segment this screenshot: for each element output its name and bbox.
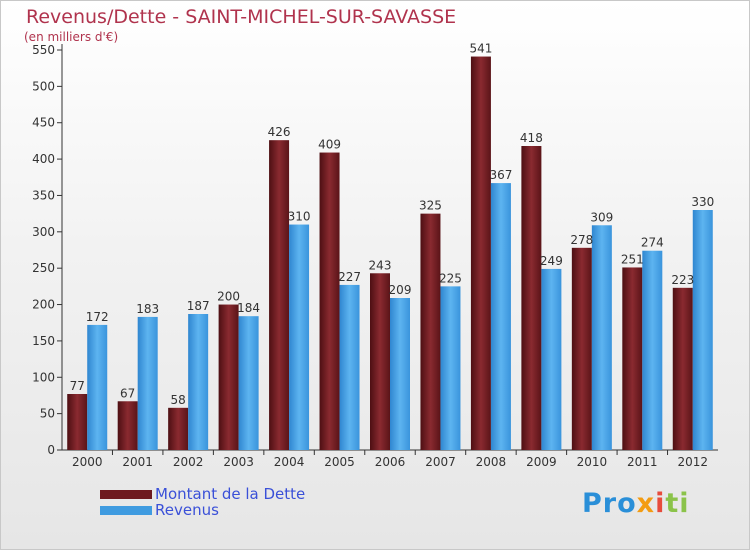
data-label-revenus: 367	[489, 168, 512, 182]
bar-revenus	[692, 210, 713, 450]
data-label-dette: 409	[318, 138, 341, 152]
data-label-revenus: 310	[288, 210, 311, 224]
logo-part-4: ti	[665, 488, 690, 519]
x-tick-label: 2007	[425, 455, 456, 469]
bar-dette	[420, 213, 441, 450]
data-label-revenus: 225	[439, 271, 462, 285]
bar-dette	[67, 394, 88, 450]
data-label-revenus: 183	[136, 302, 159, 316]
legend-label-dette: Montant de la Dette	[155, 485, 306, 503]
bar-dette	[117, 401, 138, 450]
x-tick-label: 2006	[375, 455, 406, 469]
x-tick-label: 2002	[173, 455, 204, 469]
data-label-revenus: 309	[590, 210, 613, 224]
data-label-revenus: 172	[86, 310, 109, 324]
x-tick-label: 2001	[122, 455, 153, 469]
data-label-revenus: 187	[187, 299, 210, 313]
data-label-dette: 278	[570, 233, 593, 247]
bar-revenus	[390, 298, 410, 450]
bar-dette	[521, 146, 542, 450]
data-label-dette: 418	[520, 131, 543, 145]
y-tick-label: 350	[32, 188, 55, 202]
y-tick-label: 300	[32, 225, 55, 239]
bar-revenus	[541, 268, 562, 450]
chart-bars	[67, 56, 713, 450]
data-label-revenus: 330	[691, 195, 714, 209]
x-tick-label: 2012	[677, 455, 708, 469]
bar-revenus	[339, 284, 360, 450]
bar-dette	[571, 247, 592, 450]
chart-subtitle: (en milliers d'€)	[24, 30, 119, 44]
bar-revenus	[137, 316, 158, 450]
bar-revenus	[289, 224, 310, 450]
bar-dette	[319, 152, 340, 450]
data-label-revenus: 249	[540, 254, 563, 268]
bar-dette	[672, 287, 693, 450]
y-tick-label: 0	[47, 443, 55, 457]
x-tick-label: 2011	[627, 455, 658, 469]
bar-revenus	[440, 286, 461, 450]
data-label-revenus: 227	[338, 270, 361, 284]
data-label-dette: 325	[419, 199, 442, 213]
bar-revenus	[238, 316, 259, 450]
data-label-dette: 200	[217, 290, 240, 304]
y-tick-label: 450	[32, 116, 55, 130]
bar-dette	[168, 407, 189, 450]
chart-title: Revenus/Dette - SAINT-MICHEL-SUR-SAVASSE	[26, 6, 457, 28]
bar-dette	[622, 267, 643, 450]
bar-revenus	[642, 250, 663, 450]
x-tick-label: 2003	[223, 455, 254, 469]
y-tick-label: 500	[32, 79, 55, 93]
data-label-revenus: 184	[237, 301, 260, 315]
data-label-dette: 426	[268, 125, 291, 139]
logo-part-1: Pro	[582, 488, 637, 519]
data-label-revenus: 209	[389, 283, 412, 297]
y-tick-label: 250	[32, 261, 55, 275]
y-tick-label: 400	[32, 152, 55, 166]
data-label-dette: 243	[369, 258, 392, 272]
x-tick-label: 2010	[577, 455, 608, 469]
proxiti-logo: Proxiti	[582, 488, 690, 519]
logo-part-3: i	[655, 488, 666, 519]
x-tick-label: 2005	[324, 455, 355, 469]
data-label-dette: 541	[469, 42, 492, 56]
bar-dette	[470, 56, 491, 450]
bar-revenus	[490, 183, 511, 450]
y-tick-label: 550	[32, 43, 55, 57]
legend-label-revenus: Revenus	[155, 501, 219, 519]
y-tick-label: 200	[32, 298, 55, 312]
x-tick-label: 2000	[72, 455, 103, 469]
x-tick-label: 2008	[476, 455, 507, 469]
chart-axes: 0 50 100 150 200 250 300 350 400 450 500 550 2000 200…	[32, 43, 718, 469]
x-tick-label: 2009	[526, 455, 557, 469]
y-tick-label: 50	[40, 407, 55, 421]
bar-revenus	[87, 324, 108, 450]
data-label-dette: 58	[171, 393, 186, 407]
legend-swatch-dette	[100, 490, 152, 499]
y-tick-label: 150	[32, 334, 55, 348]
legend-swatch-revenus	[100, 506, 152, 515]
bar-revenus	[188, 314, 209, 450]
data-label-dette: 77	[70, 379, 85, 393]
y-tick-label: 100	[32, 370, 55, 384]
data-label-dette: 223	[671, 273, 694, 287]
bar-revenus	[591, 225, 612, 450]
bar-dette	[218, 304, 239, 450]
data-label-dette: 67	[120, 386, 135, 400]
x-tick-label: 2004	[274, 455, 305, 469]
logo-part-2: x	[636, 488, 656, 519]
bar-dette	[370, 273, 390, 450]
bar-dette	[269, 140, 290, 450]
data-label-revenus: 274	[641, 236, 664, 250]
data-label-dette: 251	[621, 252, 644, 266]
